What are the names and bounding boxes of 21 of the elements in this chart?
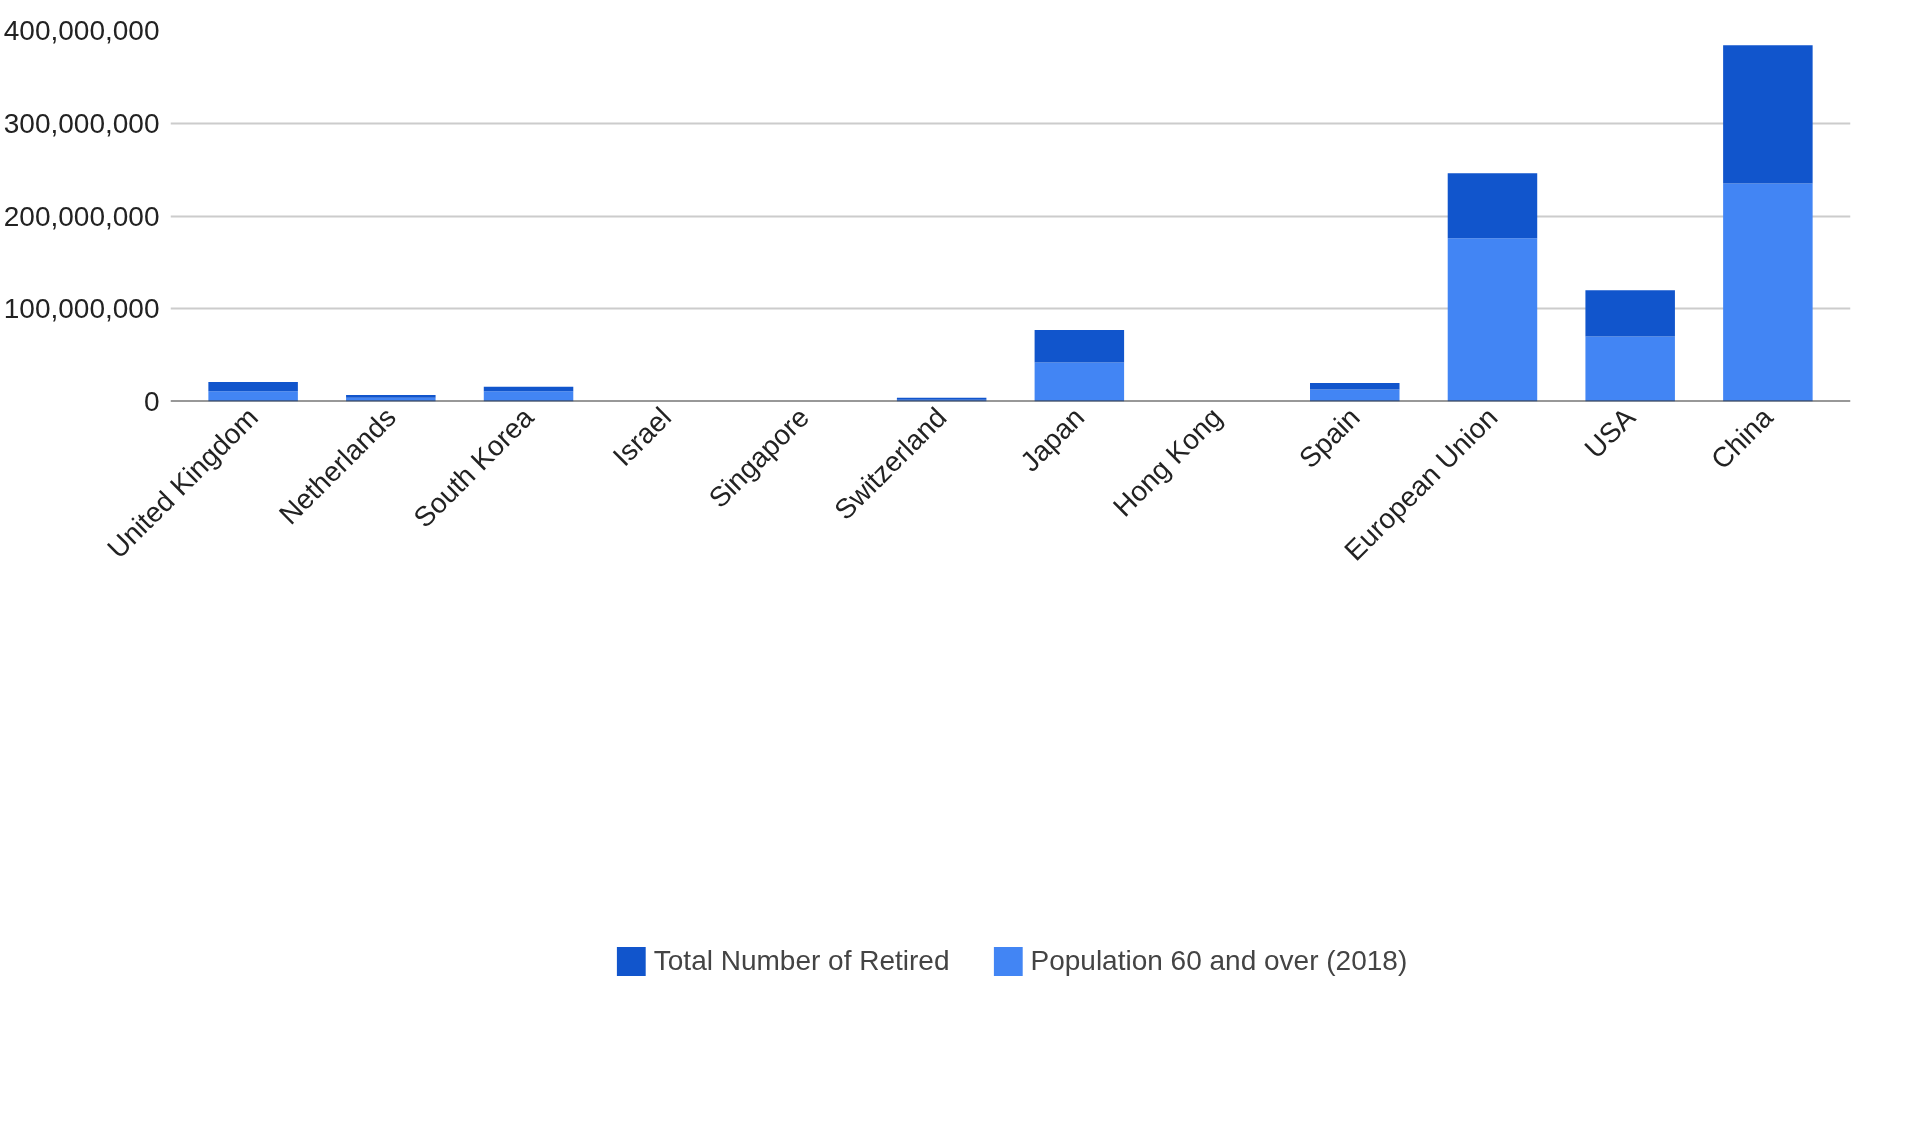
y-tick-label: 200,000,000 bbox=[3, 200, 160, 232]
y-tick-label: 0 bbox=[143, 386, 160, 417]
x-tick-label: USA bbox=[1578, 401, 1642, 465]
bar bbox=[208, 382, 298, 392]
bar bbox=[1723, 45, 1813, 184]
bar bbox=[1585, 336, 1675, 402]
y-tick-label: 300,000,000 bbox=[3, 107, 160, 139]
bar bbox=[1447, 238, 1538, 402]
bar bbox=[1447, 173, 1538, 239]
bar bbox=[1310, 382, 1400, 390]
bar bbox=[1585, 290, 1675, 337]
y-tick-label: 400,000,000 bbox=[3, 15, 160, 46]
bar bbox=[1034, 362, 1125, 402]
bar bbox=[346, 395, 436, 398]
bar bbox=[1034, 330, 1125, 363]
bar bbox=[483, 391, 574, 402]
bar bbox=[208, 391, 298, 402]
bar bbox=[1310, 389, 1400, 402]
legend-label: Population 60 and over (2018) bbox=[1030, 945, 1408, 977]
legend-label: Total Number of Retired bbox=[653, 945, 950, 977]
y-tick-label: 100,000,000 bbox=[3, 293, 160, 325]
